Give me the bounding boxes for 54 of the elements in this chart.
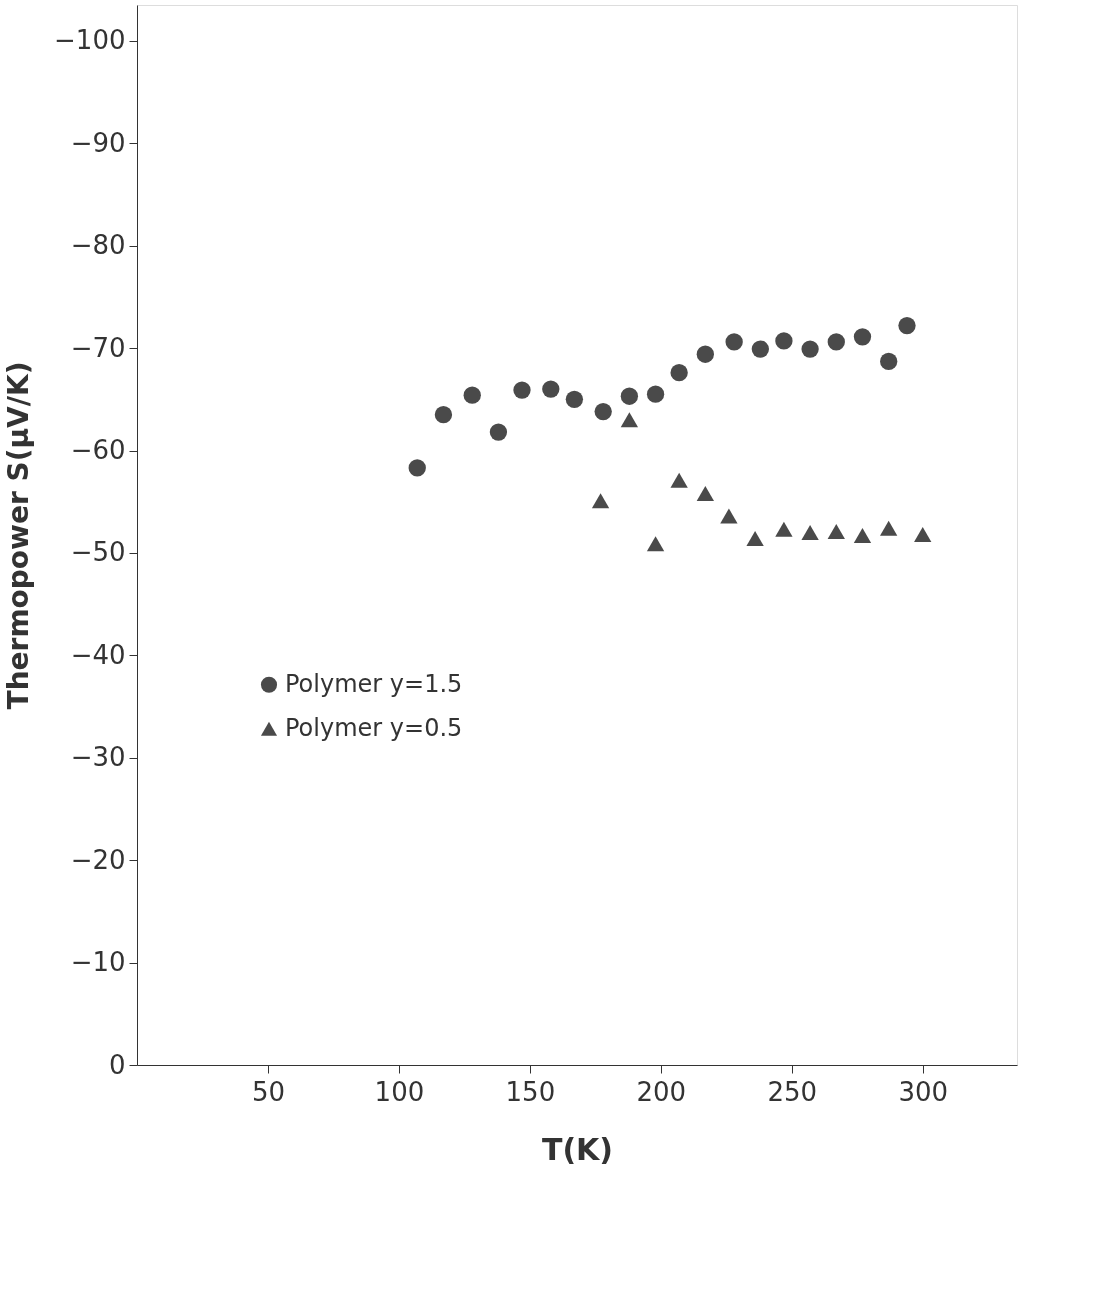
y-tick-label: −90 <box>70 127 126 158</box>
legend-label: Polymer y=1.5 <box>285 669 463 698</box>
point <box>827 523 845 539</box>
x-tick-label: 150 <box>505 1076 556 1107</box>
point <box>594 402 612 421</box>
point <box>513 381 531 399</box>
point <box>914 526 932 542</box>
point <box>801 340 819 358</box>
point <box>827 333 845 351</box>
point <box>898 316 916 335</box>
y-tick-label: −10 <box>70 947 126 978</box>
x-tick-label: 300 <box>898 1076 949 1107</box>
point <box>670 472 688 488</box>
y-tick-label: −100 <box>54 25 126 56</box>
point <box>646 385 665 403</box>
point <box>801 524 819 540</box>
point <box>434 406 453 424</box>
point <box>751 340 769 358</box>
y-tick-label: −80 <box>70 230 126 261</box>
point <box>775 332 793 350</box>
x-axis-title: T(K) <box>541 1131 614 1167</box>
point <box>720 508 738 524</box>
y-tick-label: −30 <box>70 742 126 773</box>
point <box>565 390 584 408</box>
y-tick-label: 0 <box>108 1049 126 1080</box>
point <box>775 521 793 537</box>
point <box>853 528 872 544</box>
y-axis-title: Thermopower S(μV/K) <box>2 361 36 710</box>
y-tick-label: −50 <box>70 537 126 568</box>
point <box>746 531 764 547</box>
y-tick-label: −40 <box>70 639 126 670</box>
y-tick-label: −20 <box>70 844 126 875</box>
point <box>880 520 898 536</box>
y-tick-label: −60 <box>70 435 126 466</box>
x-tick-label: 250 <box>767 1076 818 1107</box>
y-tick-label: −70 <box>70 332 126 363</box>
x-tick-label: 100 <box>374 1076 425 1107</box>
point <box>408 459 426 477</box>
point <box>670 364 688 382</box>
x-tick-label: 200 <box>636 1076 687 1107</box>
point <box>489 423 508 441</box>
point <box>463 386 481 404</box>
point <box>646 536 665 552</box>
point <box>880 352 898 371</box>
point <box>620 412 639 428</box>
point <box>853 328 872 346</box>
point <box>696 486 714 502</box>
point <box>542 380 560 398</box>
point <box>620 387 639 405</box>
point <box>591 493 610 509</box>
x-tick-label: 50 <box>251 1076 285 1107</box>
point <box>725 333 743 351</box>
legend-label: Polymer y=0.5 <box>285 713 463 742</box>
point <box>696 345 714 363</box>
